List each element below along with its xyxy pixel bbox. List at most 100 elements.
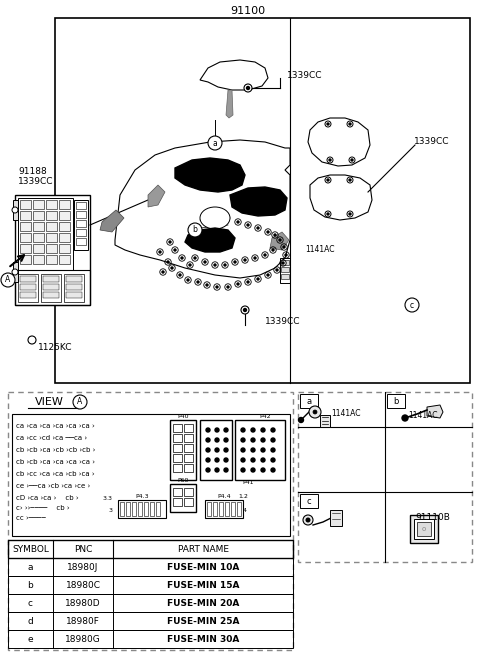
Circle shape xyxy=(171,267,173,269)
Bar xyxy=(18,274,38,302)
Circle shape xyxy=(261,428,265,432)
Text: A: A xyxy=(5,276,11,284)
Text: c: c xyxy=(28,599,33,607)
Text: FUSE-MIN 15A: FUSE-MIN 15A xyxy=(167,580,239,590)
Circle shape xyxy=(261,468,265,472)
Text: FUSE-MIN 25A: FUSE-MIN 25A xyxy=(167,616,239,626)
Text: P42: P42 xyxy=(259,415,271,419)
Circle shape xyxy=(187,279,189,281)
Bar xyxy=(173,488,182,496)
Bar xyxy=(120,502,124,516)
Text: b: b xyxy=(393,396,399,405)
Bar xyxy=(41,274,61,302)
Bar xyxy=(207,502,211,516)
Text: A: A xyxy=(77,398,83,407)
Text: 1339CC: 1339CC xyxy=(18,178,53,187)
Text: 18980J: 18980J xyxy=(67,563,99,572)
Bar xyxy=(132,502,136,516)
Circle shape xyxy=(325,211,331,217)
Bar xyxy=(20,222,31,231)
Bar xyxy=(12,414,290,536)
Circle shape xyxy=(241,458,245,462)
Text: 1.2: 1.2 xyxy=(238,493,248,498)
Bar xyxy=(46,211,57,220)
Bar xyxy=(66,292,82,298)
Text: d: d xyxy=(28,616,34,626)
Bar xyxy=(184,454,193,462)
Circle shape xyxy=(276,269,278,271)
Text: 4: 4 xyxy=(243,508,247,512)
Circle shape xyxy=(251,438,255,442)
Circle shape xyxy=(257,278,259,280)
Circle shape xyxy=(247,281,249,283)
Circle shape xyxy=(167,261,169,263)
Circle shape xyxy=(247,224,249,226)
Circle shape xyxy=(251,428,255,432)
Bar xyxy=(64,274,84,302)
Bar xyxy=(55,18,470,383)
Circle shape xyxy=(251,458,255,462)
Bar xyxy=(76,202,86,209)
Circle shape xyxy=(267,274,269,276)
Circle shape xyxy=(351,159,353,161)
Bar xyxy=(13,200,18,220)
Bar xyxy=(43,292,59,298)
Circle shape xyxy=(224,468,228,472)
Circle shape xyxy=(327,123,329,125)
Circle shape xyxy=(279,239,281,241)
Bar xyxy=(8,558,293,576)
Bar xyxy=(138,502,142,516)
Text: 1141AC: 1141AC xyxy=(408,411,438,419)
Circle shape xyxy=(206,428,210,432)
Circle shape xyxy=(73,395,87,409)
Bar xyxy=(173,424,182,432)
Circle shape xyxy=(325,121,331,127)
Text: a: a xyxy=(28,563,33,572)
Circle shape xyxy=(347,177,353,183)
Text: SYMBOL: SYMBOL xyxy=(12,544,49,553)
Bar xyxy=(33,222,44,231)
Circle shape xyxy=(162,271,164,273)
Bar xyxy=(300,394,318,408)
Circle shape xyxy=(28,336,36,344)
Circle shape xyxy=(327,179,329,181)
Circle shape xyxy=(402,415,408,421)
Text: cb ›cc ›ca ›ca ›cb ›ca ›: cb ›cc ›ca ›ca ›cb ›ca › xyxy=(16,471,95,477)
Bar xyxy=(281,267,289,272)
Text: e: e xyxy=(28,635,33,643)
Bar xyxy=(20,244,31,253)
Circle shape xyxy=(267,231,269,233)
Circle shape xyxy=(208,136,222,150)
Bar xyxy=(410,515,438,543)
Circle shape xyxy=(194,257,196,259)
Circle shape xyxy=(261,458,265,462)
Bar xyxy=(46,255,57,264)
Text: ca ›ca ›ca ›ca ›ca ›ca ›: ca ›ca ›ca ›ca ›ca ›ca › xyxy=(16,423,95,429)
Bar xyxy=(8,392,293,650)
Circle shape xyxy=(327,157,333,163)
Bar xyxy=(46,200,57,209)
Bar xyxy=(200,420,232,480)
Text: 91100: 91100 xyxy=(230,6,265,16)
Circle shape xyxy=(347,121,353,127)
Circle shape xyxy=(241,448,245,452)
Bar xyxy=(43,276,59,282)
Circle shape xyxy=(204,261,206,263)
Text: FUSE-MIN 20A: FUSE-MIN 20A xyxy=(167,599,239,607)
Text: P60: P60 xyxy=(177,479,189,483)
Polygon shape xyxy=(115,140,290,278)
Text: 1339CC: 1339CC xyxy=(265,318,301,326)
Bar xyxy=(173,444,182,452)
Bar xyxy=(231,502,235,516)
Circle shape xyxy=(271,448,275,452)
Circle shape xyxy=(12,207,18,213)
Circle shape xyxy=(214,264,216,266)
Bar xyxy=(33,233,44,242)
Text: 18980F: 18980F xyxy=(66,616,100,626)
Bar xyxy=(33,255,44,264)
Circle shape xyxy=(274,234,276,236)
Bar xyxy=(173,498,182,506)
Polygon shape xyxy=(270,232,289,250)
Circle shape xyxy=(244,84,252,92)
Text: FUSE-MIN 10A: FUSE-MIN 10A xyxy=(167,563,239,572)
